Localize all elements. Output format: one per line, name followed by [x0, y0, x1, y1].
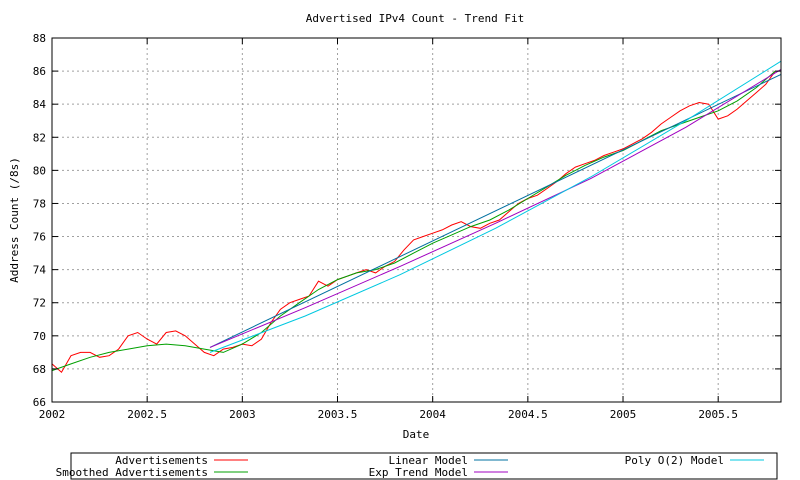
series-line-advertisements	[51, 70, 776, 373]
y-tick-label: 86	[33, 65, 46, 78]
y-tick-label: 78	[33, 197, 46, 210]
x-tick-label: 2002.5	[127, 408, 167, 421]
y-tick-label: 68	[33, 363, 46, 376]
y-tick-label: 84	[33, 98, 47, 111]
y-tick-label: 80	[33, 164, 46, 177]
chart-title: Advertised IPv4 Count - Trend Fit	[306, 12, 525, 25]
x-tick-label: 2004	[419, 408, 446, 421]
y-tick-label: 82	[33, 131, 46, 144]
tick-layer: 66 68 70 72 74 76 78 80 82 84 86 88 2002 2002.5 2003 20…	[33, 32, 781, 421]
series-line-linear-model	[209, 73, 782, 348]
x-tick-label: 2002	[39, 408, 66, 421]
series-line-exp-trend-model	[209, 68, 782, 348]
y-tick-label: 74	[33, 264, 47, 277]
plot-frame	[51, 37, 782, 403]
y-tick-label: 88	[33, 32, 46, 45]
x-tick-label: 2004.5	[508, 408, 548, 421]
grid-layer	[52, 38, 781, 402]
y-tick-label: 70	[33, 330, 46, 343]
y-tick-label: 76	[33, 231, 46, 244]
legend-box	[70, 452, 778, 480]
legend-label-smoothed-advertisements: Smoothed Advertisements	[56, 466, 208, 479]
legend-label-poly-o-2-model: Poly O(2) Model	[625, 454, 724, 467]
x-tick-label: 2003.5	[318, 408, 358, 421]
legend-label-linear-model: Linear Model	[389, 454, 468, 467]
y-axis-label: Address Count (/8s)	[8, 157, 21, 283]
x-tick-label: 2005	[610, 408, 637, 421]
y-tick-label: 72	[33, 297, 46, 310]
series-line-poly-o-2-model	[209, 60, 782, 353]
x-tick-label: 2003	[229, 408, 256, 421]
legend-label-advertisements: Advertisements	[115, 454, 208, 467]
legend-label-exp-trend-model: Exp Trend Model	[369, 466, 468, 479]
x-tick-label: 2005.5	[698, 408, 738, 421]
series-layer	[51, 60, 782, 373]
x-axis-label: Date	[403, 428, 430, 441]
series-line-smoothed-advertisements	[51, 70, 776, 372]
y-tick-label: 66	[33, 396, 46, 409]
